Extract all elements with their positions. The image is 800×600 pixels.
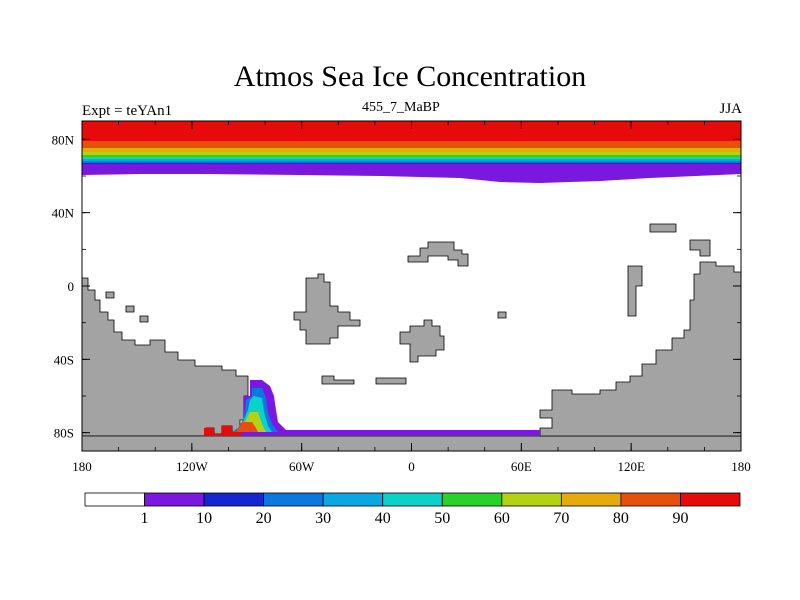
lat-tick-label: 40N bbox=[52, 206, 75, 221]
ice-band-90 bbox=[82, 121, 741, 143]
colorbar-level-label: 40 bbox=[375, 510, 391, 527]
land-island-e bbox=[649, 223, 677, 233]
lon-tick-label: 180 bbox=[731, 459, 751, 474]
map-panel bbox=[82, 121, 741, 451]
land-island-f bbox=[689, 239, 711, 257]
lat-tick-label: 0 bbox=[68, 279, 75, 294]
colorbar-swatch bbox=[144, 492, 205, 507]
colorbar-level-label: 60 bbox=[494, 510, 510, 527]
season-label: JJA bbox=[719, 101, 742, 117]
colorbar-level-label: 80 bbox=[613, 510, 629, 527]
colorbar-swatch bbox=[84, 492, 145, 507]
ice-band-50 bbox=[82, 155, 741, 158]
colorbar-swatch bbox=[263, 492, 324, 507]
lon-tick-label: 120W bbox=[176, 459, 209, 474]
ice-edge-1 bbox=[82, 164, 741, 183]
lat-tick-label: 80N bbox=[52, 132, 75, 147]
land-island-a bbox=[293, 273, 361, 345]
lat-tick-label: 80S bbox=[54, 426, 74, 441]
land-island-c bbox=[407, 241, 469, 267]
ice-band-40 bbox=[82, 157, 741, 160]
lon-tick-label: 0 bbox=[408, 459, 415, 474]
lon-tick-label: 60E bbox=[511, 459, 532, 474]
experiment-label: Expt = teYAn1 bbox=[82, 103, 173, 119]
land-masses bbox=[82, 223, 741, 451]
map-axes: 180 120W 60W 0 60E 120E 180 80N 40N 0 40S 80S bbox=[52, 121, 751, 474]
land-island-b bbox=[399, 319, 445, 363]
colorbar-level-label: 30 bbox=[315, 510, 331, 527]
lon-tick-label: 120E bbox=[617, 459, 645, 474]
land-island-k bbox=[139, 315, 149, 323]
colorbar-level-label: 70 bbox=[553, 510, 569, 527]
land-island-d bbox=[627, 265, 643, 317]
land-island-h bbox=[375, 377, 407, 385]
colorbar-level-label: 50 bbox=[434, 510, 450, 527]
colorbar-level-label: 20 bbox=[256, 510, 272, 527]
lon-tick-label: 60W bbox=[289, 459, 315, 474]
land-island-j bbox=[125, 305, 135, 313]
colorbar-swatch bbox=[203, 492, 265, 507]
south-ice-90 bbox=[204, 426, 242, 436]
ice-band-70 bbox=[82, 148, 741, 153]
figure-title: Atmos Sea Ice Concentration bbox=[233, 60, 587, 93]
colorbar-swatch bbox=[501, 492, 562, 507]
colorbar-swatch bbox=[441, 492, 503, 507]
colorbar-swatch bbox=[620, 492, 681, 507]
colorbar-level-label: 90 bbox=[672, 510, 688, 527]
ice-band-80 bbox=[82, 141, 741, 150]
colorbar-swatch bbox=[322, 492, 384, 507]
land-island-i bbox=[105, 291, 115, 299]
colorbar-level-label: 1 bbox=[141, 510, 149, 527]
lon-tick-label: 180 bbox=[72, 459, 92, 474]
ice-band-20 bbox=[82, 161, 741, 164]
colorbar-swatch bbox=[560, 492, 622, 507]
southern-sea-ice bbox=[204, 380, 540, 436]
colorbar-swatch bbox=[680, 492, 741, 507]
south-ice-80 bbox=[236, 422, 258, 432]
land-island-g bbox=[321, 375, 355, 385]
colorbar: 1 10 20 30 40 50 60 70 80 90 bbox=[84, 492, 741, 527]
ice-band-30 bbox=[82, 159, 741, 162]
land-eastern-continent bbox=[539, 261, 741, 437]
northern-sea-ice bbox=[82, 121, 741, 183]
lat-tick-label: 40S bbox=[54, 352, 74, 367]
colorbar-level-label: 10 bbox=[196, 510, 212, 527]
time-label: 455_7_MaBP bbox=[362, 100, 440, 115]
land-island-l bbox=[497, 311, 507, 319]
ice-band-60 bbox=[82, 152, 741, 156]
colorbar-swatch bbox=[382, 492, 443, 507]
